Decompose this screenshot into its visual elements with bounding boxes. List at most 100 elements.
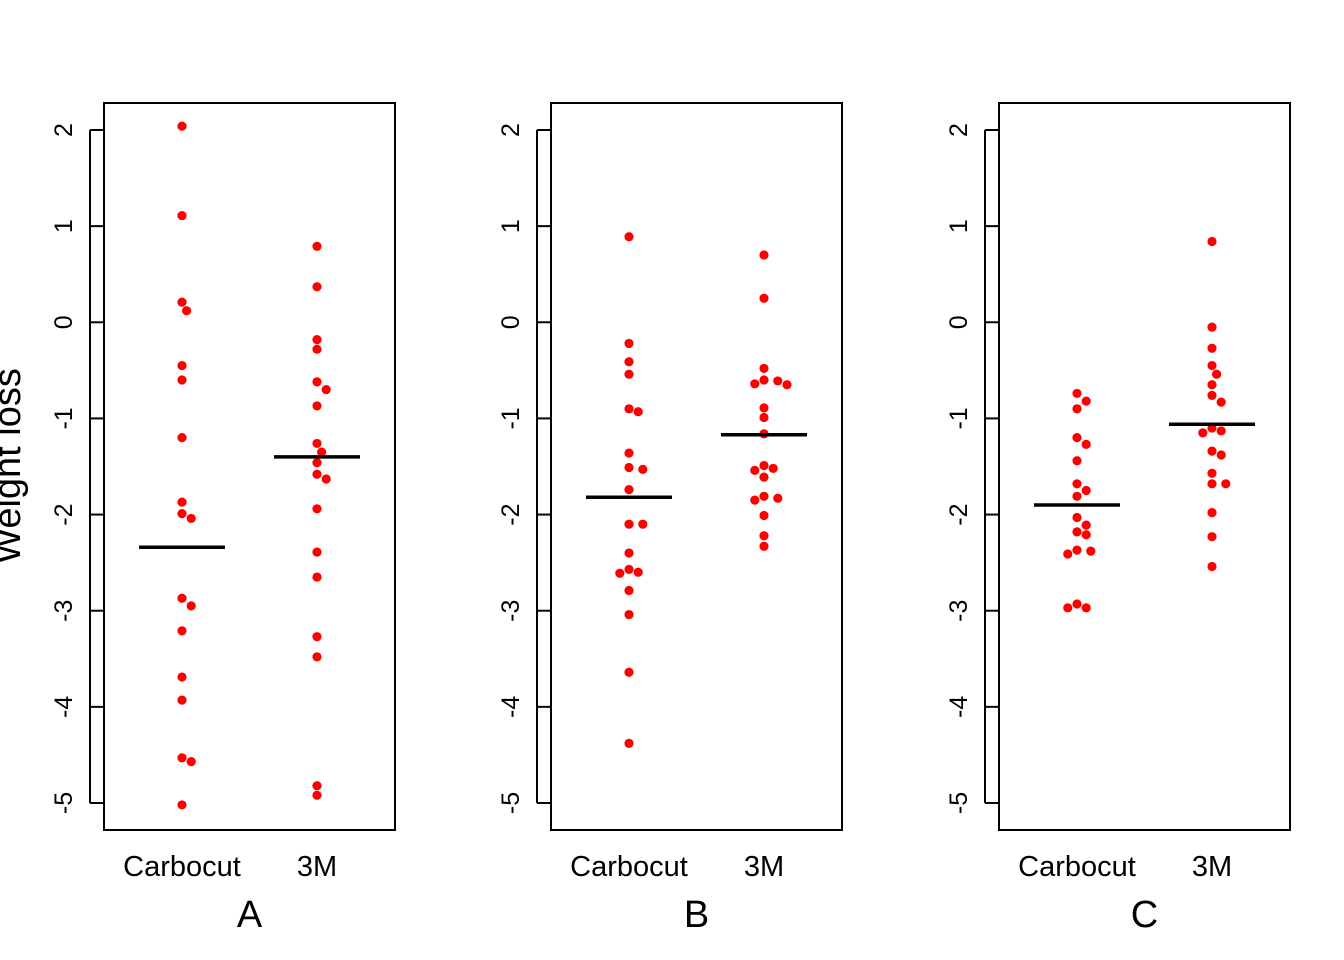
data-point bbox=[624, 548, 634, 558]
data-point bbox=[177, 753, 187, 763]
data-point bbox=[177, 497, 187, 507]
y-tick-label: 0 bbox=[50, 315, 78, 329]
data-point bbox=[1081, 530, 1091, 540]
category-label: 3M bbox=[297, 851, 337, 883]
data-point bbox=[321, 474, 331, 484]
y-tick-label: -2 bbox=[945, 503, 973, 525]
data-point bbox=[624, 404, 634, 414]
data-point bbox=[312, 241, 322, 251]
data-point bbox=[1207, 236, 1217, 247]
data-point bbox=[1212, 369, 1222, 379]
data-point bbox=[186, 601, 196, 611]
data-point bbox=[1207, 390, 1217, 400]
data-point bbox=[186, 513, 196, 524]
data-point bbox=[624, 585, 634, 596]
data-point bbox=[1081, 439, 1091, 449]
data-point bbox=[1198, 428, 1208, 438]
y-tick-label: -4 bbox=[50, 696, 78, 718]
category-label: Carbocut bbox=[123, 851, 241, 883]
data-point bbox=[1072, 479, 1082, 489]
data-point bbox=[624, 484, 634, 495]
y-axis-label: Weight loss bbox=[0, 368, 29, 564]
data-point bbox=[312, 377, 322, 387]
data-point bbox=[1081, 520, 1091, 530]
data-point bbox=[1216, 397, 1226, 407]
data-point bbox=[1072, 456, 1082, 466]
panel-b: -5 -4 -3 -2 -1 0 1 2 Carbocut 3M B bbox=[497, 102, 843, 936]
data-point bbox=[177, 626, 187, 636]
data-point bbox=[624, 369, 634, 379]
data-point bbox=[1207, 468, 1217, 478]
data-point bbox=[312, 632, 322, 642]
y-tick-label: 0 bbox=[945, 315, 973, 329]
category-label: 3M bbox=[1192, 851, 1232, 883]
data-point bbox=[750, 495, 760, 505]
data-point bbox=[759, 541, 769, 551]
y-tick-label: -4 bbox=[497, 696, 525, 718]
data-point bbox=[624, 357, 634, 367]
data-point bbox=[624, 232, 634, 242]
y-tick-label: 0 bbox=[497, 315, 525, 329]
data-point bbox=[1216, 426, 1226, 436]
data-point bbox=[177, 297, 187, 307]
data-point bbox=[312, 458, 322, 468]
plot-frame bbox=[998, 102, 1291, 831]
data-point bbox=[624, 462, 634, 473]
data-point bbox=[633, 567, 643, 577]
data-point bbox=[182, 306, 192, 316]
data-point bbox=[638, 464, 648, 474]
y-tick-label: -5 bbox=[497, 792, 525, 814]
data-point bbox=[317, 447, 327, 457]
y-tick-label: 2 bbox=[945, 123, 973, 137]
y-tick-label: -5 bbox=[945, 792, 973, 814]
data-point bbox=[750, 379, 760, 389]
y-tick-label: -4 bbox=[945, 696, 973, 718]
data-point bbox=[177, 509, 187, 519]
data-point bbox=[312, 344, 322, 354]
y-tick-label: -3 bbox=[497, 600, 525, 622]
y-tick-label: 1 bbox=[497, 219, 525, 233]
data-point bbox=[177, 121, 187, 131]
data-point bbox=[624, 667, 634, 677]
data-point bbox=[759, 375, 769, 385]
y-tick-label: -1 bbox=[50, 407, 78, 429]
data-point bbox=[759, 250, 769, 260]
data-point bbox=[1072, 433, 1082, 443]
data-point bbox=[1072, 599, 1082, 609]
data-point bbox=[177, 800, 187, 810]
data-point bbox=[321, 384, 331, 395]
data-point bbox=[177, 593, 187, 603]
data-point bbox=[177, 210, 187, 221]
data-point bbox=[1207, 508, 1217, 518]
data-point bbox=[1072, 527, 1082, 537]
data-point bbox=[1221, 479, 1231, 489]
data-point bbox=[773, 376, 783, 386]
panel-title: A bbox=[237, 894, 263, 936]
data-point bbox=[624, 519, 634, 529]
data-point bbox=[638, 519, 648, 529]
data-point bbox=[1081, 603, 1091, 613]
y-tick-label: -3 bbox=[945, 600, 973, 622]
data-point bbox=[624, 448, 634, 458]
data-point bbox=[624, 738, 634, 748]
y-tick-label: -3 bbox=[50, 600, 78, 622]
data-point bbox=[759, 403, 769, 413]
panel-title: B bbox=[684, 894, 709, 936]
y-tick-label: 1 bbox=[50, 219, 78, 233]
data-point bbox=[615, 568, 625, 578]
data-point bbox=[312, 781, 322, 791]
data-point bbox=[759, 491, 769, 501]
data-point bbox=[759, 293, 769, 303]
data-point bbox=[1207, 561, 1217, 572]
data-point bbox=[1063, 603, 1073, 613]
data-point bbox=[1081, 485, 1091, 496]
data-point bbox=[1086, 546, 1096, 556]
data-point bbox=[624, 338, 634, 349]
data-point bbox=[1072, 404, 1082, 414]
data-point bbox=[177, 360, 187, 371]
y-tick-label: 1 bbox=[945, 219, 973, 233]
plot-frame bbox=[103, 102, 396, 831]
category-label: Carbocut bbox=[570, 851, 688, 883]
data-point bbox=[312, 547, 322, 557]
